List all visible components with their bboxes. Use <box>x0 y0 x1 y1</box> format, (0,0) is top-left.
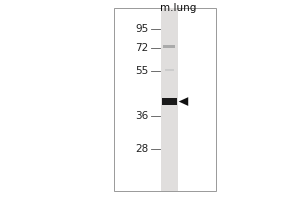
Text: 95: 95 <box>135 24 148 34</box>
FancyBboxPatch shape <box>165 69 174 71</box>
Polygon shape <box>179 97 188 106</box>
Text: 28: 28 <box>135 144 148 154</box>
FancyBboxPatch shape <box>161 8 178 191</box>
Text: 36: 36 <box>135 111 148 121</box>
Text: 55: 55 <box>135 66 148 76</box>
Text: m.lung: m.lung <box>160 3 196 13</box>
Text: 72: 72 <box>135 43 148 53</box>
FancyBboxPatch shape <box>164 45 175 48</box>
FancyBboxPatch shape <box>162 98 177 105</box>
FancyBboxPatch shape <box>114 8 216 191</box>
